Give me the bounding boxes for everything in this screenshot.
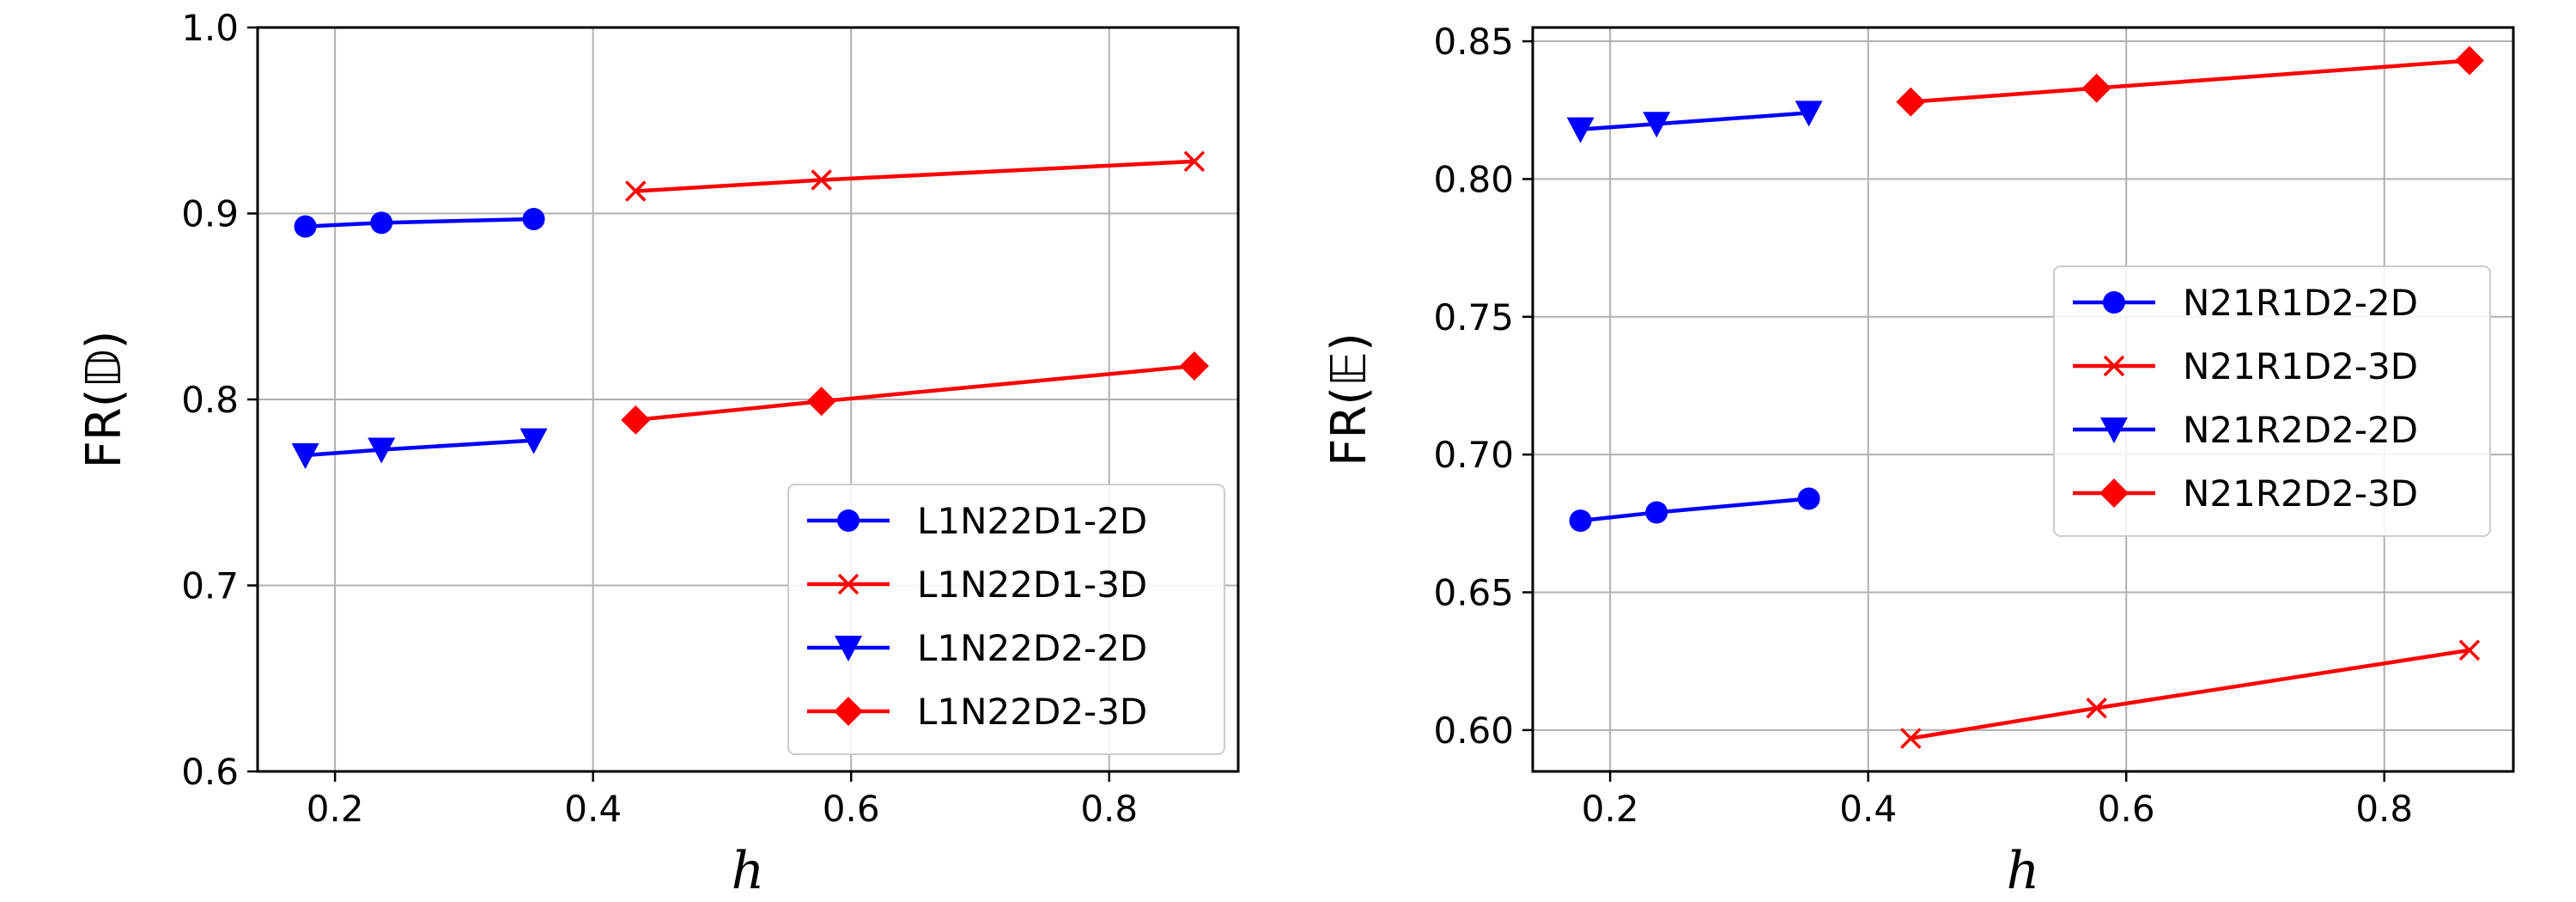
y-tick-label: 1.0 (181, 7, 239, 49)
series-line-N21R2D2-3D (1911, 58, 2470, 104)
y-tick-label: 0.85 (1433, 21, 1514, 63)
chart-left: 0.2 0.4 0.6 0.8 0.6 0.7 0.8 0.9 1.0 h FR(𝔻) L1N22D1… (76, 7, 1240, 901)
legend-marker-N21R1D2-2D (2103, 291, 2125, 314)
data-point-L1N22D2-3D-2 (1179, 351, 1209, 381)
x-axis-label: h (732, 841, 765, 901)
data-point-N21R2D2-2D-1 (1643, 112, 1671, 138)
data-point-L1N22D2-2D-1 (368, 437, 396, 464)
legend: N21R1D2-2D N21R1D2-3D N21R2D2-2D N21R2D2-3D (2053, 265, 2491, 537)
legend-marker-N21R1D2-3D (2103, 355, 2125, 377)
data-point-N21R1D2-2D-1 (1645, 501, 1668, 524)
data-point-N21R2D2-2D-2 (1795, 101, 1823, 127)
y-tick-label: 0.9 (181, 193, 239, 235)
legend-label-L1N22D1-3D: L1N22D1-3D (917, 564, 1147, 606)
data-point-L1N22D2-3D-0 (621, 405, 651, 435)
data-point-L1N22D1-2D-2 (522, 207, 545, 230)
data-point-N21R1D2-3D-0 (1900, 728, 1922, 749)
legend-label-N21R2D2-3D: N21R2D2-3D (2183, 472, 2418, 515)
data-point-N21R1D2-3D-2 (2458, 639, 2481, 661)
data-point-N21R1D2-2D-2 (1797, 487, 1820, 510)
data-point-N21R2D2-3D-0 (1896, 87, 1926, 117)
series-line-L1N22D2-3D (635, 363, 1195, 423)
legend-label-L1N22D2-2D: L1N22D2-2D (917, 627, 1147, 669)
data-point-L1N22D2-2D-2 (519, 428, 548, 454)
x-tick-label: 0.6 (2098, 788, 2155, 830)
y-axis-label: FR(𝔼) (1321, 332, 1377, 466)
legend-label-L1N22D1-2D: L1N22D1-2D (917, 500, 1147, 542)
y-tick-label: 0.70 (1433, 434, 1514, 476)
legend-label-N21R1D2-3D: N21R1D2-3D (2183, 345, 2418, 387)
data-point-N21R2D2-3D-1 (2081, 73, 2111, 103)
legend-marker-L1N22D2-2D (835, 636, 862, 661)
plot-frame (1531, 26, 2515, 773)
series-line-N21R1D2-3D (1910, 648, 2470, 740)
series-line-L1N22D1-3D (635, 159, 1195, 193)
data-point-L1N22D1-3D-1 (811, 169, 832, 191)
y-tick-label: 0.60 (1433, 710, 1514, 752)
legend-box (2053, 265, 2491, 537)
data-point-L1N22D2-3D-1 (806, 387, 836, 417)
y-tick-label: 0.7 (181, 565, 239, 607)
data-point-L1N22D1-3D-0 (625, 180, 647, 202)
x-tick-label: 0.2 (1582, 788, 1639, 830)
data-point-L1N22D2-2D-0 (291, 442, 319, 469)
x-tick-label: 0.8 (2355, 788, 2413, 830)
legend: L1N22D1-2D L1N22D1-3D L1N22D2-2D L1N22D2-3D (787, 484, 1225, 755)
y-tick-label: 0.8 (181, 379, 239, 421)
x-tick-label: 0.4 (1839, 788, 1897, 830)
data-point-N21R1D2-3D-1 (2086, 697, 2107, 719)
series-line-N21R1D2-2D (1580, 497, 1809, 523)
y-tick-label: 0.65 (1433, 572, 1514, 614)
legend-marker-L1N22D2-3D (834, 697, 863, 726)
y-tick-label: 0.80 (1433, 158, 1514, 200)
legend-marker-L1N22D1-2D (837, 509, 860, 532)
data-point-N21R1D2-2D-0 (1569, 509, 1592, 533)
data-point-L1N22D1-2D-0 (294, 215, 317, 238)
x-axis-label: h (2007, 841, 2040, 901)
y-tick-label: 0.75 (1433, 296, 1514, 338)
x-tick-label: 0.2 (307, 788, 364, 830)
legend-marker-L1N22D1-3D (837, 573, 860, 595)
legend-marker-N21R2D2-3D (2099, 478, 2129, 508)
x-tick-label: 0.6 (823, 788, 880, 830)
series-line-L1N22D1-2D (305, 216, 534, 229)
legend-box (787, 484, 1225, 755)
x-tick-label: 0.4 (564, 788, 622, 830)
data-point-L1N22D1-3D-2 (1183, 150, 1206, 173)
series-line-L1N22D2-2D (305, 438, 534, 458)
legend-label-N21R1D2-2D: N21R1D2-2D (2183, 282, 2418, 324)
data-point-N21R2D2-3D-2 (2454, 46, 2484, 76)
y-tick-label: 0.6 (181, 751, 239, 793)
y-axis-label: FR(𝔻) (76, 331, 132, 469)
legend-label-L1N22D2-3D: L1N22D2-3D (917, 691, 1147, 733)
legend-label-N21R2D2-2D: N21R2D2-2D (2183, 409, 2418, 451)
chart-right: 0.2 0.4 0.6 0.8 0.60 0.65 0.70 0.75 0.80 0.85 h FR(… (1321, 21, 2515, 901)
data-point-N21R2D2-2D-0 (1566, 117, 1595, 143)
legend-marker-N21R2D2-2D (2100, 417, 2128, 443)
x-tick-label: 0.8 (1080, 788, 1138, 830)
series-line-N21R2D2-2D (1580, 111, 1809, 131)
data-point-L1N22D1-2D-1 (370, 211, 393, 235)
